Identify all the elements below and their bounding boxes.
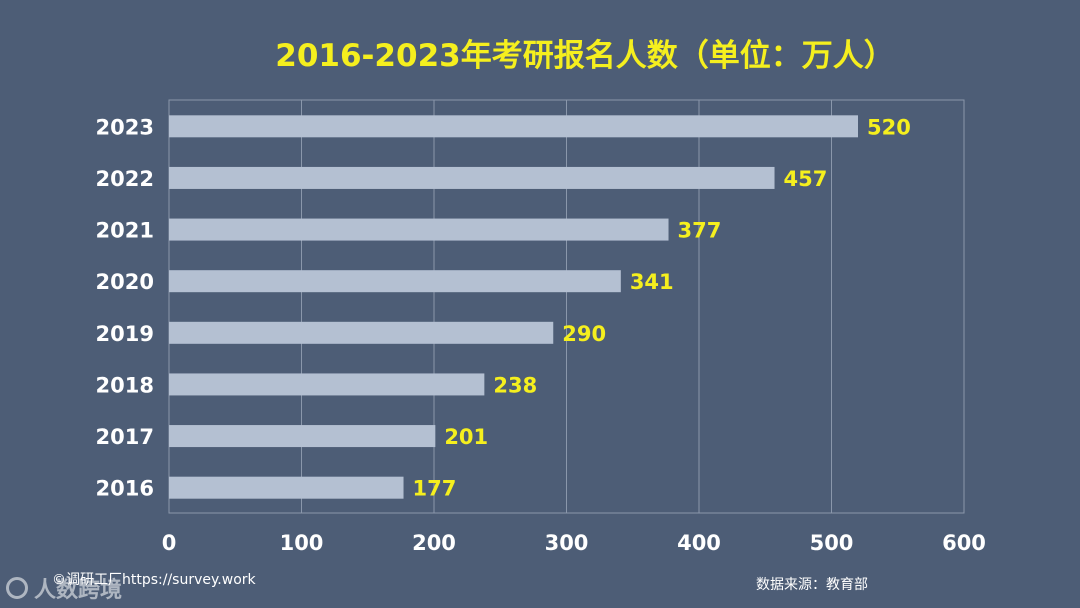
y-tick-label: 2022 xyxy=(96,167,154,191)
data-label: 377 xyxy=(678,219,722,243)
y-tick-label: 2021 xyxy=(96,219,154,243)
bar xyxy=(169,321,554,344)
bar xyxy=(169,476,404,499)
data-label: 457 xyxy=(784,167,828,191)
data-label: 341 xyxy=(630,270,674,294)
y-tick-label: 2018 xyxy=(96,373,154,397)
x-tick-label: 300 xyxy=(545,531,589,555)
bar xyxy=(169,270,621,293)
bar xyxy=(169,166,775,189)
y-tick-label: 2017 xyxy=(96,425,154,449)
data-label: 520 xyxy=(867,115,911,139)
y-tick-label: 2016 xyxy=(96,477,154,501)
bar xyxy=(169,425,436,448)
data-label: 201 xyxy=(444,425,488,449)
x-tick-label: 400 xyxy=(677,531,721,555)
data-label: 290 xyxy=(562,322,606,346)
bar xyxy=(169,218,669,241)
x-tick-label: 0 xyxy=(162,531,177,555)
watermark: 人数跨境 xyxy=(6,572,122,604)
credit-text: ©调研工厂https://survey.work xyxy=(52,572,256,588)
watermark-text: 人数跨境 xyxy=(34,578,123,603)
y-tick-label: 2020 xyxy=(96,270,154,294)
bar xyxy=(169,373,485,396)
x-tick-label: 500 xyxy=(810,531,854,555)
x-tick-label: 600 xyxy=(942,531,986,555)
x-tick-label: 100 xyxy=(280,531,324,555)
data-label: 177 xyxy=(413,477,457,501)
y-tick-label: 2023 xyxy=(96,115,154,139)
data-label: 238 xyxy=(493,373,537,397)
x-tick-label: 200 xyxy=(412,531,456,555)
watermark-logo-icon xyxy=(6,577,28,599)
chart-title: 2016-2023年考研报名人数（单位：万人） xyxy=(275,38,895,74)
source-text: 数据来源：教育部 xyxy=(756,577,868,593)
y-tick-label: 2019 xyxy=(96,322,154,346)
bar xyxy=(169,115,858,138)
